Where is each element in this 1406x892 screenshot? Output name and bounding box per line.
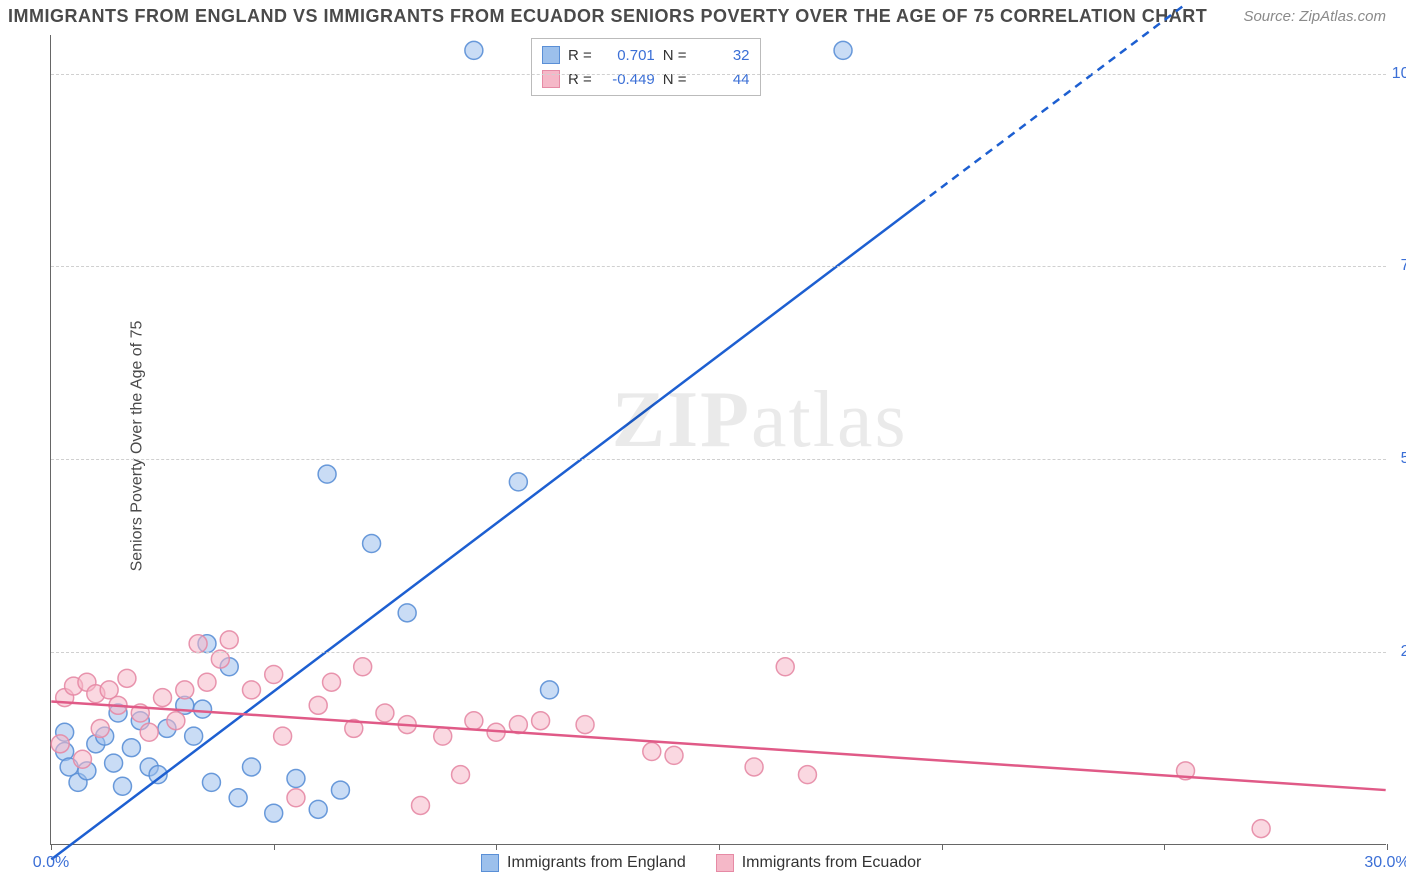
data-point <box>745 758 763 776</box>
data-point <box>287 770 305 788</box>
n-label: N = <box>663 47 687 64</box>
x-tick <box>1164 844 1165 850</box>
legend-series: Immigrants from England Immigrants from … <box>481 854 921 872</box>
y-tick-label: 75.0% <box>1391 257 1406 275</box>
data-point <box>665 746 683 764</box>
legend-label-ecuador: Immigrants from Ecuador <box>742 854 922 872</box>
x-tick <box>51 844 52 850</box>
chart-container: IMMIGRANTS FROM ENGLAND VS IMMIGRANTS FR… <box>0 0 1406 892</box>
data-point <box>51 735 69 753</box>
data-point <box>363 535 381 553</box>
regression-line <box>51 205 918 860</box>
data-point <box>509 473 527 491</box>
legend-swatch-england-icon <box>481 854 499 872</box>
data-point <box>834 41 852 59</box>
data-point <box>776 658 794 676</box>
data-point <box>202 773 220 791</box>
data-point <box>274 727 292 745</box>
regression-line-extrapolated <box>919 4 1186 204</box>
data-point <box>105 754 123 772</box>
data-point <box>167 712 185 730</box>
data-point <box>354 658 372 676</box>
data-point <box>309 696 327 714</box>
data-point <box>465 41 483 59</box>
data-point <box>198 673 216 691</box>
y-tick-label: 25.0% <box>1391 643 1406 661</box>
legend-item-england: Immigrants from England <box>481 854 686 872</box>
regression-line <box>51 701 1385 790</box>
gridline <box>51 459 1386 460</box>
y-tick-label: 50.0% <box>1391 450 1406 468</box>
data-point <box>318 465 336 483</box>
data-point <box>331 781 349 799</box>
chart-title: IMMIGRANTS FROM ENGLAND VS IMMIGRANTS FR… <box>8 6 1207 27</box>
data-point <box>265 804 283 822</box>
data-point <box>798 766 816 784</box>
x-tick <box>1387 844 1388 850</box>
data-point <box>412 796 430 814</box>
data-point <box>229 789 247 807</box>
data-point <box>189 635 207 653</box>
data-point <box>242 758 260 776</box>
y-tick-label: 100.0% <box>1391 65 1406 83</box>
data-point <box>1252 820 1270 838</box>
data-point <box>194 700 212 718</box>
legend-swatch-ecuador-icon <box>716 854 734 872</box>
x-tick <box>719 844 720 850</box>
gridline <box>51 652 1386 653</box>
data-point <box>452 766 470 784</box>
data-point <box>465 712 483 730</box>
plot-svg <box>51 35 1386 844</box>
data-point <box>265 666 283 684</box>
data-point <box>309 800 327 818</box>
data-point <box>154 689 172 707</box>
x-tick <box>496 844 497 850</box>
legend-stats-row-2: R = -0.449 N = 44 <box>542 67 750 91</box>
x-tick-label: 0.0% <box>33 854 69 872</box>
data-point <box>532 712 550 730</box>
data-point <box>376 704 394 722</box>
data-point <box>576 716 594 734</box>
data-point <box>434 727 452 745</box>
data-point <box>398 604 416 622</box>
data-point <box>114 777 132 795</box>
data-point <box>643 743 661 761</box>
data-point <box>122 739 140 757</box>
data-point <box>73 750 91 768</box>
legend-stats: R = 0.701 N = 32 R = -0.449 N = 44 <box>531 38 761 96</box>
data-point <box>118 669 136 687</box>
data-point <box>220 631 238 649</box>
legend-stats-row-1: R = 0.701 N = 32 <box>542 43 750 67</box>
n-value-england: 32 <box>695 47 750 64</box>
legend-swatch-england-icon <box>542 46 560 64</box>
x-tick <box>942 844 943 850</box>
source-label: Source: ZipAtlas.com <box>1243 8 1386 25</box>
data-point <box>242 681 260 699</box>
legend-item-ecuador: Immigrants from Ecuador <box>716 854 922 872</box>
r-value-england: 0.701 <box>600 47 655 64</box>
gridline <box>51 266 1386 267</box>
data-point <box>323 673 341 691</box>
legend-label-england: Immigrants from England <box>507 854 686 872</box>
data-point <box>540 681 558 699</box>
data-point <box>287 789 305 807</box>
data-point <box>140 723 158 741</box>
x-tick-label: 30.0% <box>1364 854 1406 872</box>
data-point <box>91 719 109 737</box>
data-point <box>185 727 203 745</box>
r-label: R = <box>568 47 592 64</box>
gridline <box>51 74 1386 75</box>
data-point <box>176 681 194 699</box>
x-tick <box>274 844 275 850</box>
plot-area: R = 0.701 N = 32 R = -0.449 N = 44 Immig… <box>50 35 1386 845</box>
